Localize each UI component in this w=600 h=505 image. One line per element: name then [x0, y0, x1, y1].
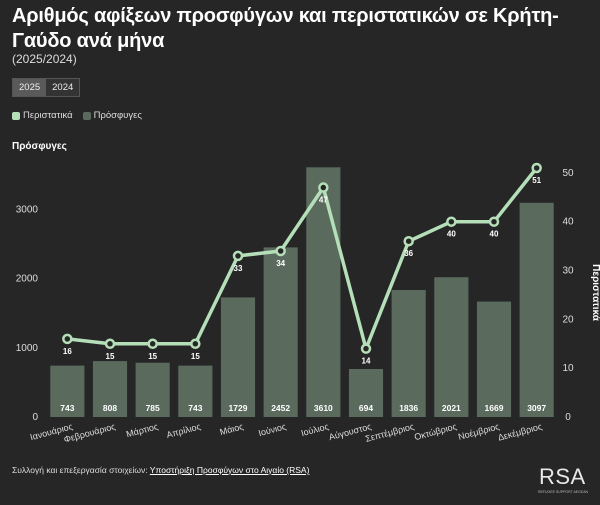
bar — [50, 365, 85, 417]
line-point — [62, 333, 73, 345]
line-point — [275, 245, 286, 257]
right-tick-label: 0 — [565, 412, 571, 423]
line-point — [446, 216, 457, 227]
chart-svg: Πρόσφυγες 0 1000 2000 3000 0 10 20 30 40 50 Περιστα… — [12, 141, 600, 445]
bar — [391, 290, 426, 417]
line-value-label: 33 — [234, 264, 243, 273]
logo-subtext: REFUGEE SUPPORT AEGEAN — [538, 490, 589, 494]
category-label: Απρίλιος — [165, 421, 202, 440]
category-label: Μάρτιος — [125, 421, 160, 439]
bar-value-label: 2452 — [271, 403, 290, 413]
footer-link[interactable]: Υποστήριξη Προσφύγων στο Αιγαίο (RSA) — [149, 465, 310, 475]
bar-value-label: 1669 — [485, 403, 504, 413]
line-value-label: 15 — [148, 352, 157, 361]
bar-value-label: 3097 — [527, 403, 546, 413]
left-tick-label: 3000 — [16, 205, 39, 216]
rsa-logo: RSA REFUGEE SUPPORT AEGEAN — [535, 464, 593, 498]
left-tick-label: 1000 — [16, 343, 39, 354]
year-tabs: 2025 2024 — [12, 78, 81, 97]
legend-label-incidents: Περιστατικά — [23, 110, 73, 121]
right-tick-label: 10 — [562, 363, 574, 374]
line-point — [104, 338, 116, 350]
line-point — [360, 343, 372, 354]
category-label: Ιούνιος — [257, 421, 288, 438]
bar — [306, 167, 341, 417]
line-value-label: 16 — [63, 347, 72, 356]
left-tick-label: 2000 — [16, 274, 39, 285]
bar-value-label: 743 — [60, 403, 74, 413]
bar-value-label: 2021 — [442, 403, 461, 413]
line-value-label: 36 — [404, 249, 413, 258]
bar — [434, 277, 469, 417]
bar — [178, 365, 213, 417]
legend-item-incidents[interactable]: Περιστατικά — [12, 110, 73, 121]
chart-title: Αριθμός αφίξεων προσφύγων και περιστατικ… — [12, 5, 559, 52]
line-point — [531, 162, 542, 174]
tab-2024[interactable]: 2024 — [52, 82, 74, 93]
right-tick-label: 30 — [562, 266, 574, 277]
line-value-label: 14 — [362, 357, 371, 366]
tab-2025[interactable]: 2025 — [13, 79, 47, 96]
bar-value-label: 1836 — [399, 403, 418, 413]
category-label: Μάιος — [219, 421, 245, 437]
category-label: Δεκέμβριος — [497, 421, 544, 443]
category-label: Οκτώβριος — [413, 421, 458, 442]
legend-label-refugees: Πρόσφυγες — [93, 110, 142, 121]
footer-prefix: Συλλογή και επεξεργασία στοιχείων: — [12, 465, 150, 475]
line-point — [190, 338, 201, 350]
line-point — [147, 338, 158, 350]
line-point — [403, 235, 414, 247]
line-value-label: 15 — [106, 352, 115, 361]
legend-swatch-incidents — [12, 111, 20, 120]
bar-value-label: 694 — [359, 403, 373, 413]
incidents-line — [67, 166, 539, 351]
line-value-label: 40 — [447, 230, 456, 239]
legend-swatch-refugees — [82, 111, 91, 120]
left-tick-label: 0 — [32, 412, 38, 423]
right-tick-label: 20 — [562, 314, 574, 325]
bar-value-label: 808 — [103, 403, 117, 413]
right-axis-title: Περιστατικά — [590, 264, 600, 322]
bar-value-label: 785 — [146, 403, 160, 413]
legend-item-refugees[interactable]: Πρόσφυγες — [82, 110, 142, 121]
category-label: Νοέμβριος — [457, 421, 501, 442]
left-axis-title: Πρόσφυγες — [12, 141, 67, 152]
category-label: Σεπτέμβριος — [364, 421, 416, 444]
line-value-label: 40 — [490, 230, 499, 239]
line-value-label: 15 — [191, 352, 200, 361]
line-point — [488, 216, 500, 227]
logo-text: RSA — [539, 464, 586, 489]
bar-value-label: 3610 — [314, 403, 333, 413]
right-tick-label: 50 — [562, 168, 574, 179]
bar — [519, 202, 554, 417]
bar-value-label: 743 — [188, 403, 202, 413]
line-point — [318, 182, 329, 193]
bar — [220, 297, 256, 417]
line-value-label: 47 — [319, 196, 328, 205]
right-tick-label: 40 — [562, 217, 574, 228]
legend: Περιστατικά Πρόσφυγες — [12, 110, 142, 121]
line-value-label: 51 — [532, 176, 541, 185]
footer-credit: Συλλογή και επεξεργασία στοιχείων: Υποστ… — [12, 465, 309, 475]
bar-value-label: 1729 — [229, 403, 248, 413]
chart-subtitle: (2025/2024) — [12, 52, 77, 66]
bar — [348, 368, 384, 417]
category-label: Ιούλιος — [300, 421, 331, 438]
bar — [135, 362, 170, 417]
bar — [92, 361, 128, 417]
line-point — [232, 250, 244, 262]
bar — [476, 301, 512, 417]
bar — [263, 247, 298, 417]
line-value-label: 34 — [276, 259, 285, 268]
